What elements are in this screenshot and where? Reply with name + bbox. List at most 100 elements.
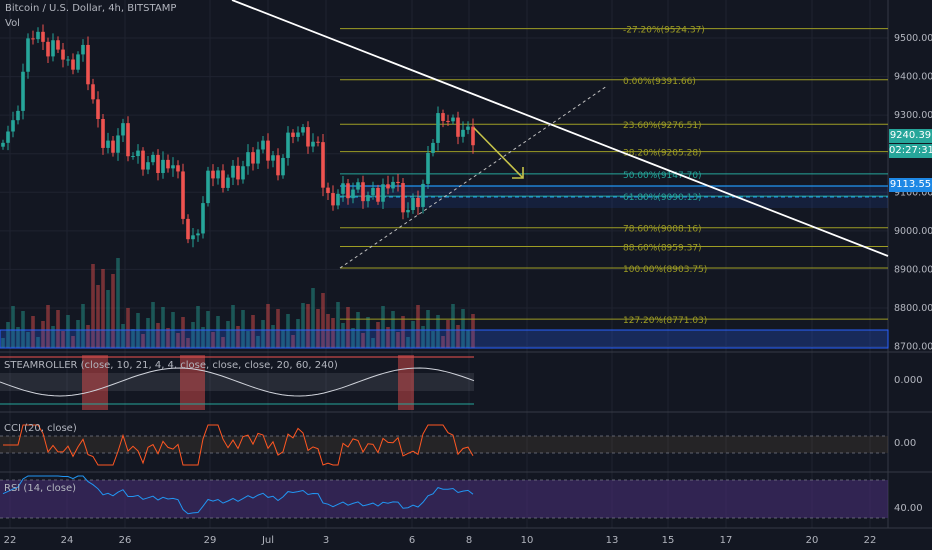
candle-body (96, 99, 100, 119)
candle-body (1, 142, 5, 147)
candle-body (436, 113, 440, 143)
candle-body (261, 140, 265, 150)
volume-bar (36, 337, 40, 348)
volume-bar (351, 328, 355, 348)
volume-bar (211, 332, 215, 348)
volume-bar (31, 316, 35, 348)
candle-body (406, 210, 410, 213)
candle-body (451, 117, 455, 122)
candle-body (376, 187, 380, 202)
volume-bar (291, 335, 295, 348)
volume-bar (396, 332, 400, 348)
candle-body (256, 149, 260, 164)
candle-body (126, 123, 130, 157)
volume-bar (366, 317, 370, 348)
cci-label[interactable]: CCI (20, close) (4, 423, 77, 434)
fib-level-label: 23.60%(9276.51) (623, 121, 702, 131)
volume-bar (426, 310, 430, 348)
volume-bar (251, 315, 255, 348)
candle-body (136, 150, 140, 157)
volume-bar (161, 307, 165, 348)
candle-body (251, 152, 255, 164)
volume-bar (421, 326, 425, 348)
candlestick-series (1, 24, 475, 248)
volume-bar (16, 327, 20, 348)
volume-bar (216, 316, 220, 348)
chart-title: Bitcoin / U.S. Dollar, 4h, BITSTAMP (5, 3, 177, 14)
volume-bar (66, 315, 70, 348)
candle-body (101, 118, 105, 148)
volume-bar (46, 305, 50, 348)
candle-body (151, 154, 155, 163)
trendline[interactable] (231, 0, 889, 257)
time-tick-label: 24 (61, 535, 74, 546)
candle-body (411, 197, 415, 211)
countdown-tag: 02:27:31 (889, 144, 932, 158)
volume-bar (376, 322, 380, 348)
candle-body (341, 183, 345, 194)
candle-body (371, 187, 375, 196)
candle-body (81, 44, 85, 55)
candle-body (16, 110, 20, 121)
volume-bar (451, 304, 455, 348)
price-tick-label: 8800.00 (894, 303, 932, 314)
support-zone-rect[interactable] (0, 329, 889, 349)
volume-bar (411, 321, 415, 348)
steamroller-label[interactable]: STEAMROLLER (close, 10, 21, 4, 4, close,… (4, 360, 338, 371)
volume-bar (166, 328, 170, 348)
candle-body (416, 197, 420, 207)
volume-bar (296, 319, 300, 348)
candle-body (316, 141, 320, 143)
candle-body (461, 129, 465, 137)
candle-body (286, 132, 290, 158)
volume-bar (456, 325, 460, 348)
volume-bar (341, 323, 345, 348)
volume-bar (431, 331, 435, 348)
time-axis[interactable]: 22 24 26 29 Jul 3 6 8 10 13 15 17 20 22 (4, 535, 877, 546)
candle-body (51, 40, 55, 57)
candle-body (61, 49, 65, 60)
current-price-tag: 9240.39 (889, 129, 932, 143)
steamroller-value: 0.000 (894, 375, 923, 386)
volume-bar (116, 258, 120, 348)
volume-bar (221, 337, 225, 348)
volume-bar (271, 325, 275, 348)
volume-bar (416, 305, 420, 348)
fib-level-label: 61.80%(9090.13) (623, 193, 702, 203)
rsi-label[interactable]: RSI (14, close) (4, 483, 77, 494)
candle-body (166, 159, 170, 169)
steamroller-line (0, 367, 475, 397)
volume-bar (446, 320, 450, 348)
volume-bar (236, 326, 240, 348)
candle-body (381, 184, 385, 202)
volume-bar (226, 321, 230, 348)
drawing-tools[interactable] (231, 0, 889, 269)
candle-body (421, 183, 425, 207)
time-tick-label: 13 (606, 535, 619, 546)
price-tick-label: 9500.00 (894, 33, 932, 44)
price-tick-label: 8900.00 (894, 264, 932, 275)
support-zone[interactable] (0, 185, 889, 349)
fib-level-label: 100.00%(8903.75) (623, 265, 707, 275)
candle-body (106, 140, 110, 148)
candle-body (91, 84, 95, 100)
candle-body (326, 187, 330, 194)
price-axis[interactable]: 9500.009400.009300.009200.009100.009000.… (894, 33, 932, 353)
time-tick-label: 29 (204, 535, 217, 546)
fib-retracement[interactable]: -27.20%(9524.37) 0.00%(9391.66) 23.60%(927… (340, 26, 888, 327)
volume-bar (41, 321, 45, 348)
candle-body (241, 166, 245, 180)
fib-diagonal[interactable] (339, 85, 608, 269)
candle-body (31, 38, 35, 40)
volume-bar (96, 285, 100, 348)
candle-body (216, 170, 220, 179)
time-tick-label: 3 (323, 535, 329, 546)
volume-bar (381, 306, 385, 348)
price-tick-label: 9100.00 (894, 187, 932, 198)
candle-body (201, 203, 205, 234)
candle-body (111, 140, 115, 153)
time-tick-label: 8 (466, 535, 472, 546)
projection-arrow[interactable] (473, 127, 524, 179)
volume-bar (256, 336, 260, 348)
